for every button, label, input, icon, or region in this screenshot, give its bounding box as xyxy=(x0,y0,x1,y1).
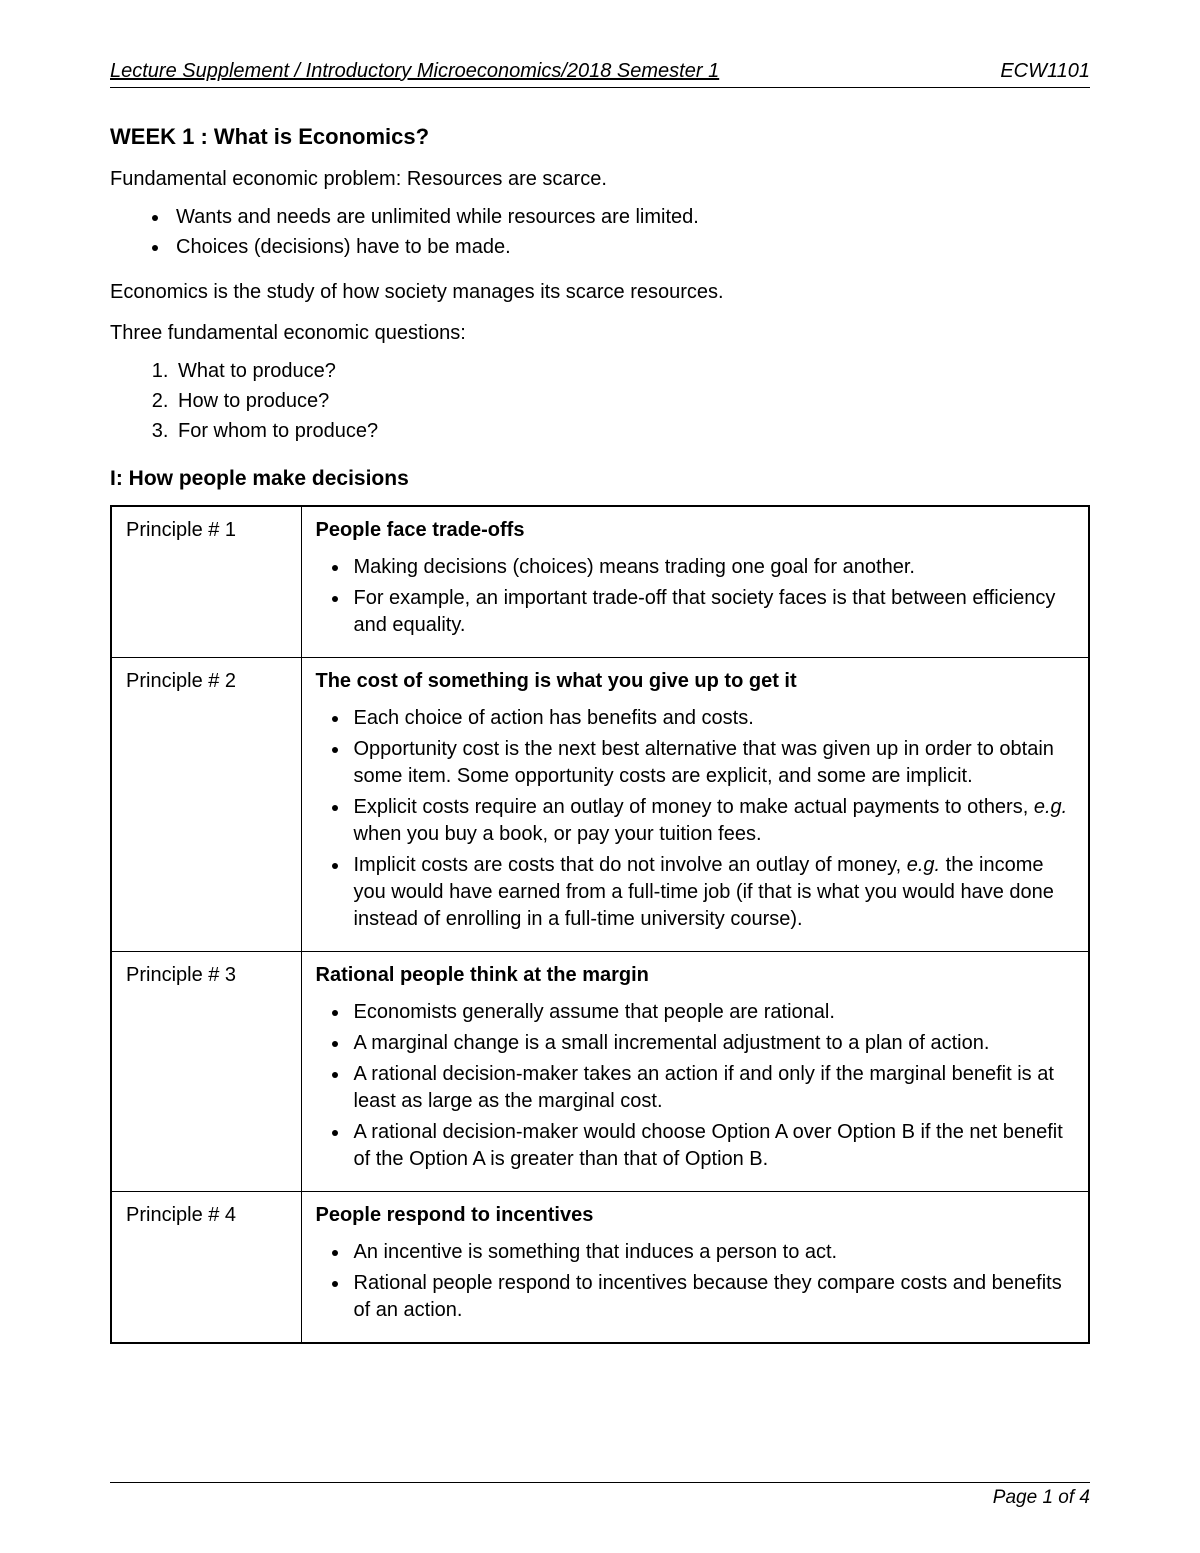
week-title: WEEK 1 : What is Economics? xyxy=(110,124,1090,150)
page-footer: Page 1 of 4 xyxy=(110,1482,1090,1509)
principle-label: Principle # 4 xyxy=(111,1192,301,1344)
header-right: ECW1101 xyxy=(1000,60,1090,83)
principle-content: People face trade-offs Making decisions (… xyxy=(301,506,1089,658)
principle-title: Rational people think at the margin xyxy=(316,962,1075,989)
principle-title: People face trade-offs xyxy=(316,517,1075,544)
principle-label: Principle # 1 xyxy=(111,506,301,658)
list-item: An incentive is something that induces a… xyxy=(350,1239,1075,1266)
principle-content: Rational people think at the margin Econo… xyxy=(301,952,1089,1192)
principle-bullets: Making decisions (choices) means trading… xyxy=(316,554,1075,639)
principle-bullets: Economists generally assume that people … xyxy=(316,999,1075,1173)
table-row: Principle # 3Rational people think at th… xyxy=(111,952,1089,1192)
section-title: I: How people make decisions xyxy=(110,467,1090,491)
list-item: Explicit costs require an outlay of mone… xyxy=(350,794,1075,848)
list-item: A rational decision-maker would choose O… xyxy=(350,1119,1075,1173)
list-item: A rational decision-maker takes an actio… xyxy=(350,1061,1075,1115)
principle-title: People respond to incentives xyxy=(316,1202,1075,1229)
list-item: Making decisions (choices) means trading… xyxy=(350,554,1075,581)
table-row: Principle # 2 The cost of something is wh… xyxy=(111,658,1089,952)
intro-line: Fundamental economic problem: Resources … xyxy=(110,166,1090,193)
list-item: Implicit costs are costs that do not inv… xyxy=(350,852,1075,933)
list-item: How to produce? xyxy=(174,387,1090,415)
questions-intro: Three fundamental economic questions: xyxy=(110,320,1090,347)
list-item: For example, an important trade-off that… xyxy=(350,585,1075,639)
table-row: Principle # 4People respond to incentive… xyxy=(111,1192,1089,1344)
list-item: Economists generally assume that people … xyxy=(350,999,1075,1026)
principle-bullets: Each choice of action has benefits and c… xyxy=(316,705,1075,933)
principle-bullets: An incentive is something that induces a… xyxy=(316,1239,1075,1324)
principle-label: Principle # 3 xyxy=(111,952,301,1192)
list-item: Each choice of action has benefits and c… xyxy=(350,705,1075,732)
list-item: What to produce? xyxy=(174,357,1090,385)
page-header: Lecture Supplement / Introductory Microe… xyxy=(110,60,1090,88)
questions-list: What to produce? How to produce? For who… xyxy=(110,357,1090,445)
intro-bullets: Wants and needs are unlimited while reso… xyxy=(110,203,1090,261)
page-number: Page 1 of 4 xyxy=(993,1487,1090,1508)
list-item: Opportunity cost is the next best altern… xyxy=(350,736,1075,790)
list-item: A marginal change is a small incremental… xyxy=(350,1030,1075,1057)
header-left: Lecture Supplement / Introductory Microe… xyxy=(110,60,719,83)
principle-content: The cost of something is what you give u… xyxy=(301,658,1089,952)
principles-table: Principle # 1 People face trade-offs Makin… xyxy=(110,505,1090,1344)
list-item: Rational people respond to incentives be… xyxy=(350,1270,1075,1324)
list-item: For whom to produce? xyxy=(174,417,1090,445)
list-item: Choices (decisions) have to be made. xyxy=(170,233,1090,261)
principle-title: The cost of something is what you give u… xyxy=(316,668,1075,695)
principle-content: People respond to incentives An incentive… xyxy=(301,1192,1089,1344)
list-item: Wants and needs are unlimited while reso… xyxy=(170,203,1090,231)
principle-label: Principle # 2 xyxy=(111,658,301,952)
table-row: Principle # 1 People face trade-offs Makin… xyxy=(111,506,1089,658)
study-line: Economics is the study of how society ma… xyxy=(110,279,1090,306)
page: Lecture Supplement / Introductory Microe… xyxy=(0,0,1200,1553)
